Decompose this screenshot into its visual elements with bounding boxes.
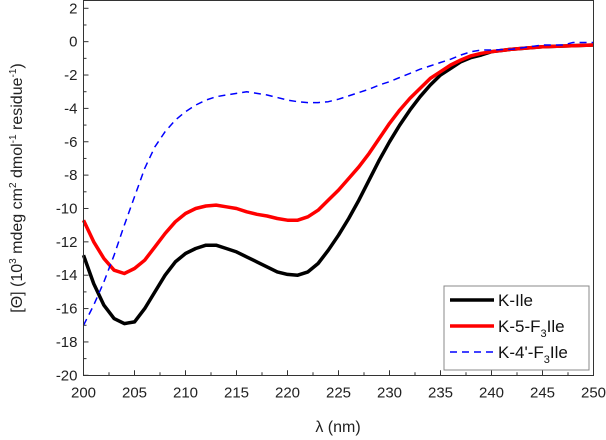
x-tick-label: 225 [326,384,351,401]
x-tick-label: 220 [275,384,300,401]
y-tick-label: 0 [69,34,77,51]
y-tick-label: -10 [56,200,78,217]
series-line-1 [81,43,594,276]
legend-label: K-Ile [498,291,533,310]
legend-label: K-4'-F3Ile [498,343,568,366]
y-tick-label: -8 [64,167,77,184]
series-line-2 [82,41,594,326]
legend-label: K-5-F3Ile [498,317,565,340]
x-tick-label: 250 [581,384,606,401]
x-axis-label: λ (nm) [315,419,360,436]
x-tick-label: 230 [377,384,402,401]
x-tick-label: 245 [530,384,555,401]
plot-frame [83,0,594,376]
y-tick-label: 2 [69,0,77,17]
y-tick-label: -14 [56,267,78,284]
legend: K-Ile K-5-F3Ile K-4'-F3Ile [443,285,590,371]
y-tick-label: -4 [64,100,77,117]
x-tick-label: 235 [428,384,453,401]
y-tick-label: -2 [64,67,77,84]
y-tick-label: -12 [56,234,78,251]
y-axis-label: [Θ] (103 mdeg cm2 dmol-1 residue-1) [8,63,26,312]
x-tick-label: 205 [122,384,147,401]
y-tick-label: -20 [56,367,78,384]
x-tick-label: 215 [224,384,249,401]
y-tick-label: -18 [56,334,78,351]
series-line-0 [81,43,594,326]
x-tick-label: 240 [479,384,504,401]
x-tick-label: 200 [71,384,96,401]
x-tick-label: 210 [173,384,198,401]
y-tick-label: -16 [56,301,78,318]
y-tick-label: -6 [64,134,77,151]
